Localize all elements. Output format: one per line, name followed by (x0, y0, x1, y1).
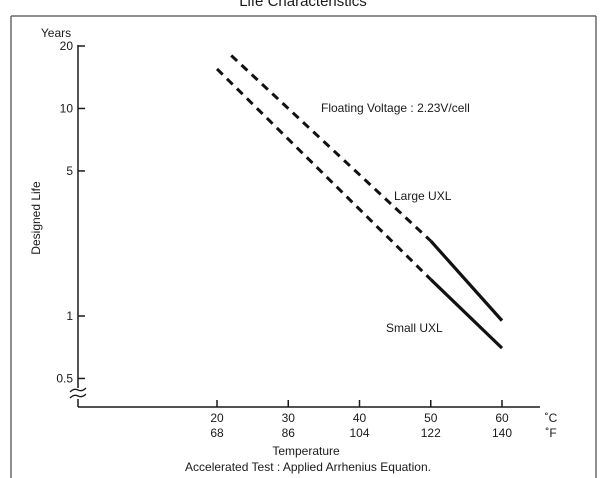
series-line-dashed-small-uxl (215, 67, 432, 281)
series-line-dashed-large-uxl (230, 54, 432, 243)
x-tick-label-c-0: 20 (210, 411, 224, 425)
series-label-small-uxl: Small UXL (386, 321, 443, 335)
x-tick-label-f-3: 122 (421, 426, 441, 440)
y-axis-break-mark-1 (69, 387, 87, 393)
y-tick-label-2: 5 (66, 164, 73, 178)
floating-voltage-annotation: Floating Voltage : 2.23V/cell (321, 101, 470, 115)
x-unit-fahrenheit: ˚F (545, 426, 556, 440)
x-tick-label-f-0: 68 (210, 426, 224, 440)
x-unit-celsius: ˚C (545, 411, 558, 425)
series-group (215, 54, 504, 350)
x-tick-label-f-4: 140 (492, 426, 512, 440)
y-axis-unit: Years (41, 26, 71, 40)
y-tick-label-0: 20 (60, 39, 74, 53)
y-tick-label-3: 1 (66, 309, 73, 323)
y-axis-label: Designed Life (29, 181, 43, 255)
series-label-large-uxl: Large UXL (394, 189, 452, 203)
y-tick-label-4: 0.5 (56, 371, 73, 385)
x-tick-label-c-2: 40 (353, 411, 367, 425)
y-tick-label-1: 10 (60, 101, 74, 115)
series-line-solid-small-uxl (429, 278, 504, 350)
y-ticks: 20 10 5 1 0.5 (56, 39, 85, 385)
x-tick-label-c-1: 30 (282, 411, 296, 425)
x-tick-label-c-4: 60 (495, 411, 509, 425)
y-axis-break-mark-2 (69, 393, 87, 399)
x-tick-label-c-3: 50 (424, 411, 438, 425)
x-tick-label-f-2: 104 (349, 426, 369, 440)
x-tick-label-f-1: 86 (282, 426, 296, 440)
chart-header-partial: Life Characteristics (239, 0, 367, 10)
x-axis-label: Temperature (272, 444, 340, 458)
series-line-solid-large-uxl (429, 239, 504, 322)
chart-footnote: Accelerated Test : Applied Arrhenius Equ… (185, 460, 431, 474)
